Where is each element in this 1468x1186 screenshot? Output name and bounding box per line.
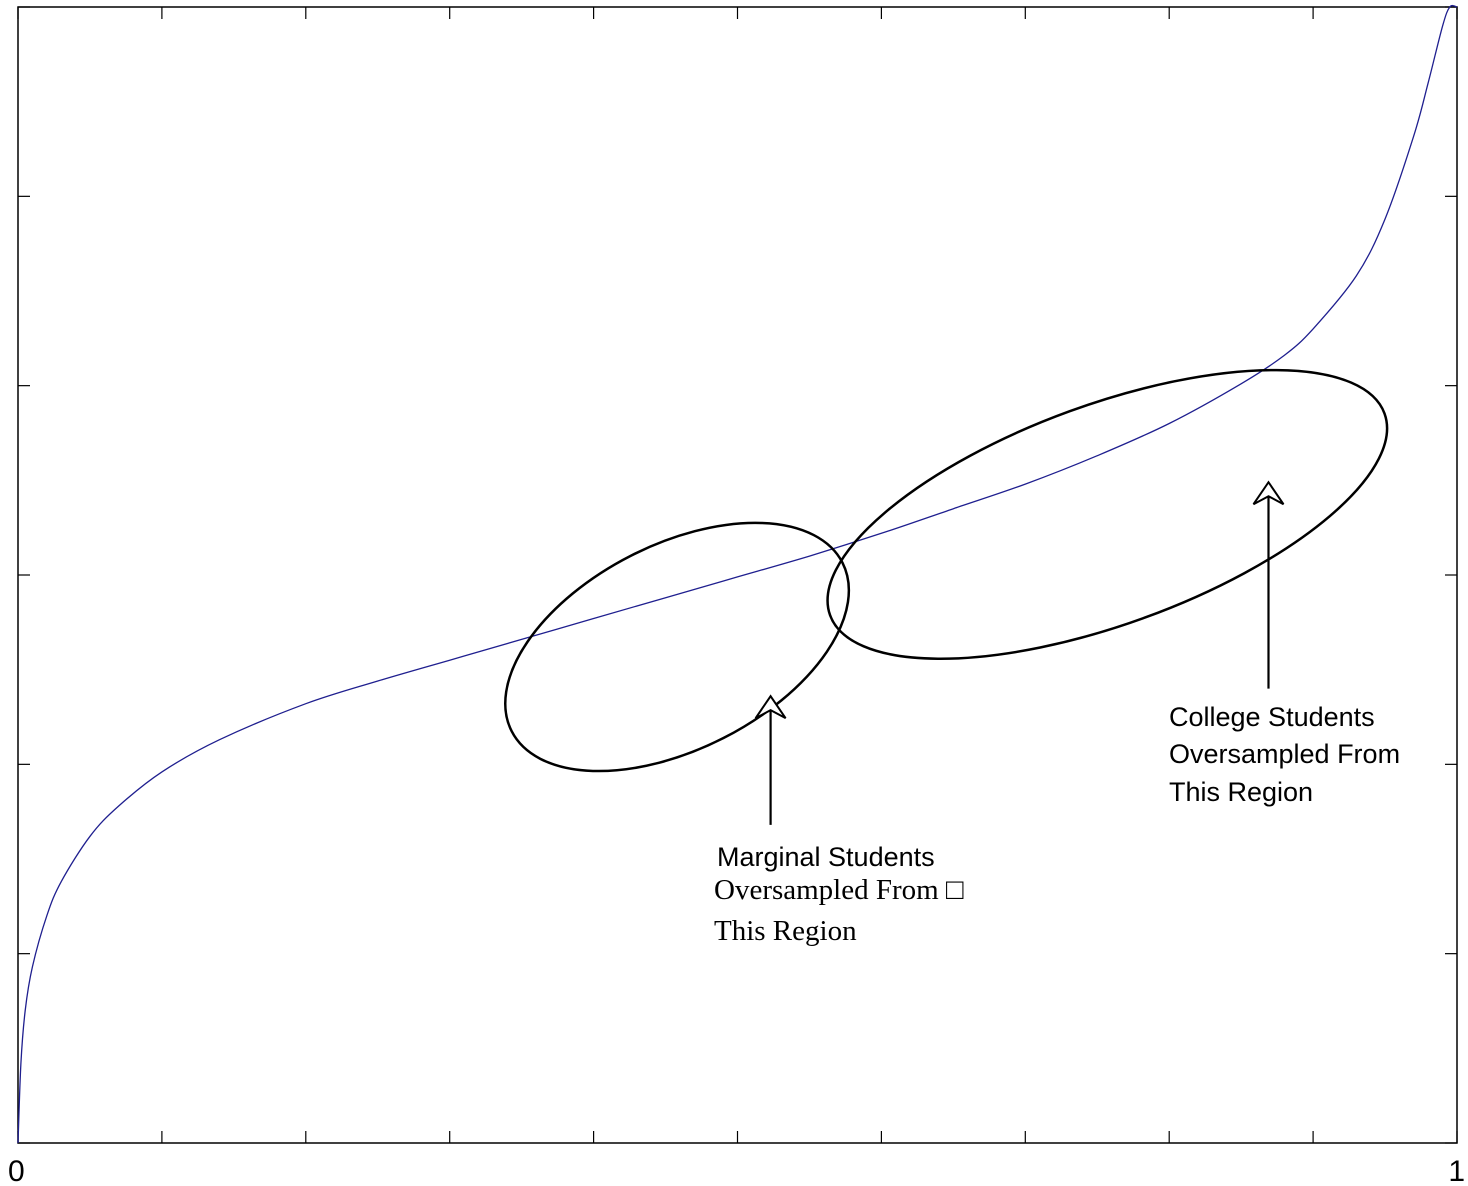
- series-line-0: [17, 4, 1458, 1144]
- region-ellipses: [504, 368, 1389, 773]
- college-arrow-head: [1252, 480, 1285, 506]
- college-region-ellipse: [826, 368, 1389, 660]
- college-annotation-line2: Oversampled From: [1169, 739, 1400, 769]
- marginal-region-ellipse: [504, 521, 851, 773]
- annotation-arrows: [754, 480, 1285, 825]
- marginal-arrow-head: [754, 694, 787, 720]
- x-tick-label-10: 1: [1448, 1155, 1465, 1186]
- axis-ticks: [17, 6, 1458, 1144]
- marginal-annotation-line3: This Region: [714, 915, 857, 947]
- x-tick-label-0: 0: [8, 1155, 25, 1186]
- marginal-annotation-line2: Oversampled From □: [714, 874, 964, 906]
- series-group: [17, 4, 1458, 1144]
- college-annotation-line1: College Students: [1169, 702, 1375, 732]
- marginal-annotation-line1: Marginal Students: [717, 842, 935, 872]
- college-annotation-line3: This Region: [1169, 777, 1313, 807]
